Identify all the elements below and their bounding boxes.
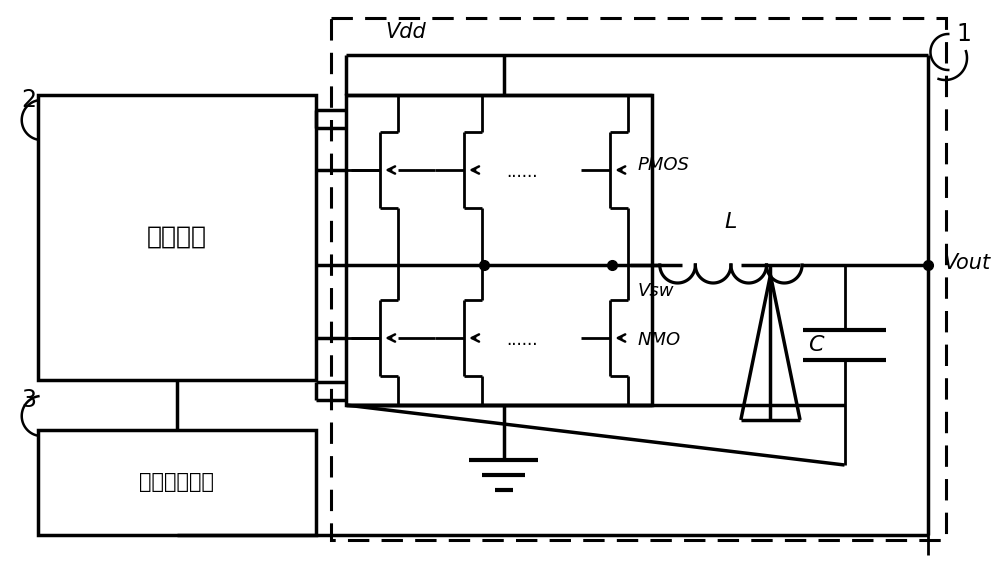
Text: 2: 2 [22,88,37,112]
Bar [38,95,316,380]
Text: 1: 1 [956,22,971,46]
Text: 驱动单元: 驱动单元 [147,225,207,249]
Text: Vdd: Vdd [385,22,426,42]
Text: Vsw: Vsw [637,282,674,300]
Bar [38,430,316,535]
Text: NMO: NMO [637,331,680,349]
Text: ......: ...... [506,331,537,349]
Text: L: L [725,212,737,232]
Text: PMOS: PMOS [637,156,689,174]
Text: C: C [808,335,823,355]
Text: Vout: Vout [943,253,990,273]
Text: 反馈控制单元: 反馈控制单元 [139,472,214,492]
Text: ......: ...... [506,163,537,181]
Text: 3: 3 [22,388,37,412]
Bar [331,18,946,540]
Bar [346,95,652,405]
